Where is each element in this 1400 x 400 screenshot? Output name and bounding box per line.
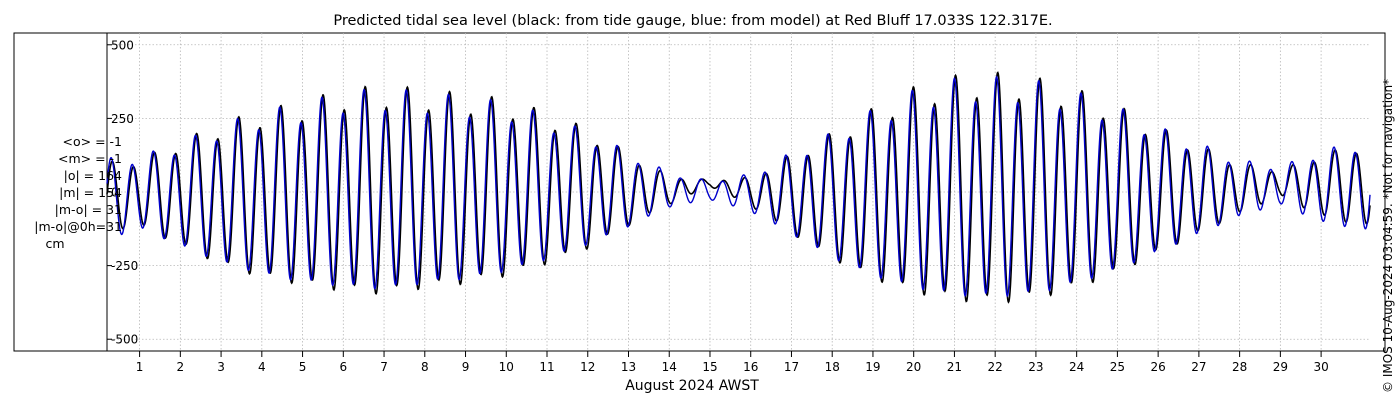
y-tick-label: -500 [111, 333, 138, 347]
x-tick-label: 28 [1232, 360, 1247, 374]
x-tick-label: 14 [662, 360, 677, 374]
axes: 1 2 3 4 5 6 7 8 9 10 11 12 13 14 15 16 17 18 19 20 21 22 23 24 2… [106, 33, 1370, 374]
abs-obs-stat: |o| = 164 [63, 168, 122, 183]
copyright-notice: © IMOS 10-Aug-2024 03:04:59. *Not for na… [1381, 78, 1395, 393]
abs-diff-stat: |m-o| = 31 [54, 202, 122, 217]
x-tick-label: 3 [217, 360, 225, 374]
x-tick-label: 26 [1151, 360, 1166, 374]
chart-title: Predicted tidal sea level (black: from t… [333, 13, 1052, 29]
x-tick-label: 30 [1313, 360, 1328, 374]
mean-obs-stat: <o> = -1 [62, 134, 122, 149]
statistics-panel: <o> = -1 <m> = -1 |o| = 164 |m| = 154 |m… [0, 133, 122, 252]
y-tick-label: 0 [111, 186, 119, 200]
x-tick-label: 7 [380, 360, 388, 374]
y-tick-label: 500 [111, 38, 134, 52]
mean-model-stat: <m> = -1 [57, 151, 122, 166]
x-tick-label: 20 [906, 360, 921, 374]
x-tick-label: 5 [299, 360, 307, 374]
y-tick-label: -250 [111, 259, 138, 273]
x-tick-label: 1 [136, 360, 144, 374]
y-tick-label: 250 [111, 112, 134, 126]
model-series-line [106, 75, 1371, 298]
x-tick-label: 27 [1191, 360, 1206, 374]
x-tick-label: 12 [580, 360, 595, 374]
x-tick-label: 24 [1069, 360, 1084, 374]
x-tick-label: 21 [947, 360, 962, 374]
x-tick-label: 17 [784, 360, 799, 374]
abs-diff-0h-stat: |m-o|@0h=31 [34, 219, 122, 234]
x-tick-label: 9 [462, 360, 470, 374]
x-tick-label: 11 [539, 360, 554, 374]
x-axis-label: August 2024 AWST [625, 378, 759, 394]
x-tick-label: 10 [499, 360, 514, 374]
x-tick-label: 22 [988, 360, 1003, 374]
x-tick-label: 29 [1273, 360, 1288, 374]
x-tick-label: 19 [865, 360, 880, 374]
x-tick-label: 25 [1110, 360, 1125, 374]
x-tick-label: 23 [1028, 360, 1043, 374]
x-tick-label: 8 [421, 360, 429, 374]
x-tick-label: 6 [339, 360, 347, 374]
x-tick-label: 18 [825, 360, 840, 374]
x-tick-label: 2 [177, 360, 185, 374]
abs-model-stat: |m| = 154 [59, 185, 122, 200]
x-tick-label: 4 [258, 360, 266, 374]
x-tick-label: 16 [743, 360, 758, 374]
series [106, 71, 1371, 304]
x-tick-label: 15 [702, 360, 717, 374]
x-tick-label: 13 [621, 360, 636, 374]
stats-unit: cm [45, 236, 65, 251]
